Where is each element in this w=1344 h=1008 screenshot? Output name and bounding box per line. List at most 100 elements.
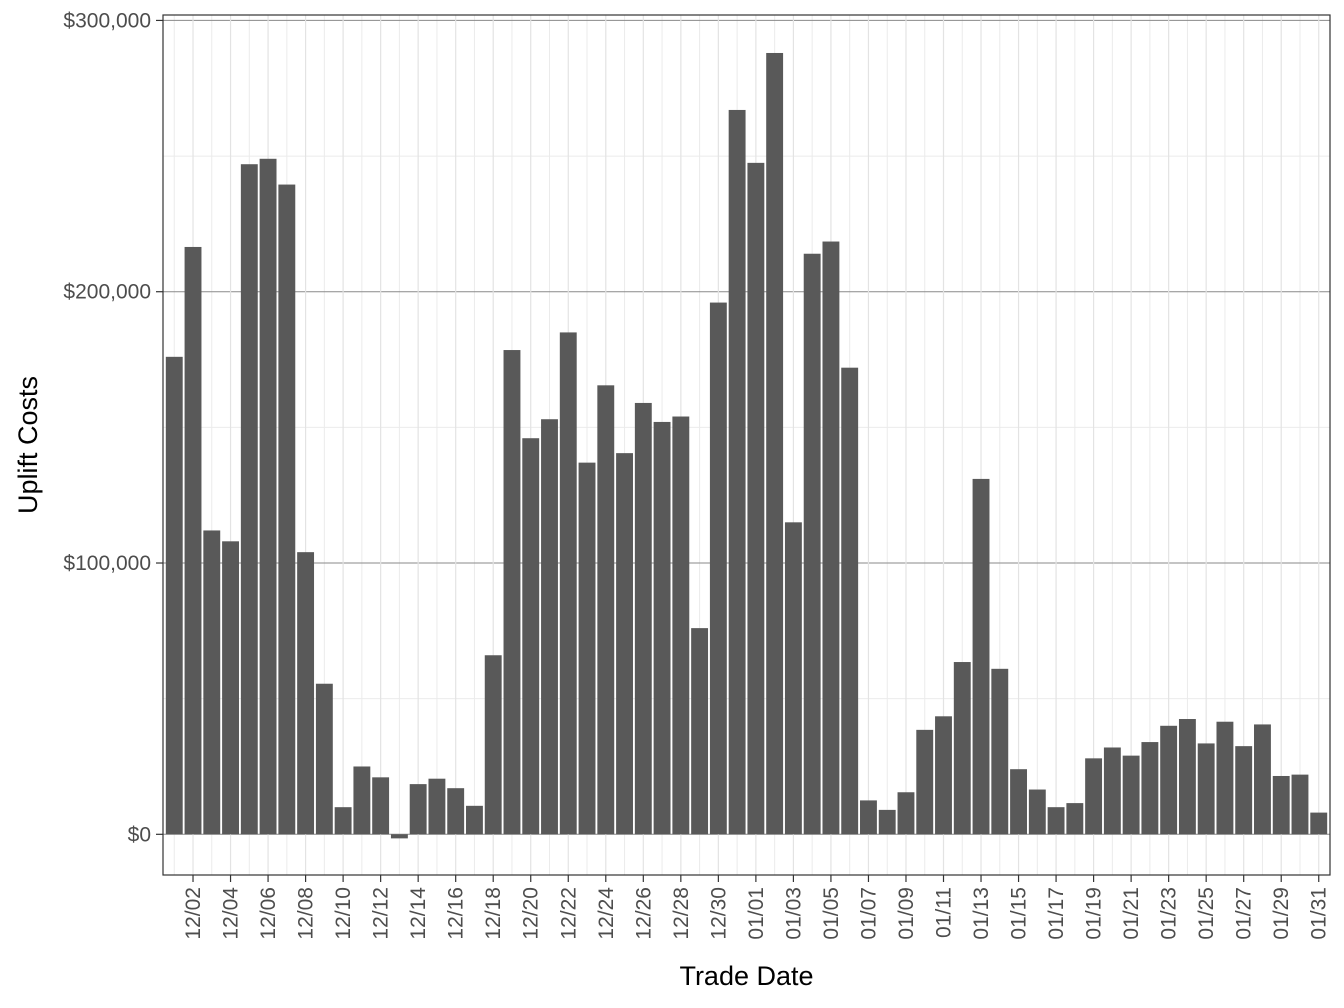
x-tick-label: 12/02	[182, 887, 205, 940]
y-tick-label: $200,000	[63, 281, 151, 304]
x-tick-label: 01/19	[1083, 887, 1106, 940]
bar-12-12: 12/12	[372, 777, 390, 835]
x-tick-label: 12/28	[670, 887, 693, 940]
bar-12-24: 12/24	[597, 385, 615, 835]
bar-01-28: 01/28	[1254, 724, 1271, 835]
bar-01-17: 01/17	[1047, 807, 1065, 835]
bar-01-19: 01/19	[1085, 758, 1103, 835]
bar-01-22: 01/22	[1141, 742, 1159, 835]
bar-12-06: 12/06	[259, 158, 277, 835]
y-tick-label: $0	[128, 823, 151, 846]
bar-01-29: 01/29	[1272, 775, 1290, 835]
bar-01-15: 01/15	[1010, 769, 1027, 835]
plot-panel: 12/0112/0212/0312/0412/0512/0612/0712/08…	[162, 14, 1331, 876]
bar-01-07: 01/07	[860, 800, 877, 835]
x-tick-label: 01/05	[820, 887, 843, 940]
bars: 12/0112/0212/0312/0412/0512/0612/0712/08…	[165, 52, 1328, 839]
x-tick-label: 12/04	[220, 887, 243, 940]
x-tick-label: 12/22	[557, 887, 580, 940]
y-tick-label: $100,000	[63, 552, 151, 575]
x-tick-label: 01/29	[1270, 887, 1293, 940]
x-tick-label: 12/12	[370, 887, 393, 940]
x-tick-label: 12/24	[595, 887, 618, 940]
bar-12-20: 12/20	[522, 438, 540, 835]
bar-12-01: 12/01	[165, 356, 183, 835]
x-tick-label: 01/01	[745, 887, 768, 940]
bar-01-02: 01/02	[766, 52, 784, 835]
bar-12-09: 12/09	[315, 683, 333, 835]
x-tick-label: 12/26	[632, 887, 655, 940]
bar-12-14: 12/14	[409, 784, 427, 835]
bar-01-23: 01/23	[1160, 725, 1178, 835]
bar-12-07: 12/07	[278, 184, 296, 835]
bar-12-13: 12/13	[390, 834, 408, 839]
x-tick-label: 12/16	[445, 887, 468, 940]
x-tick-label: 12/10	[332, 887, 355, 940]
x-tick-label: 12/14	[407, 887, 430, 940]
y-tick-label: $300,000	[63, 9, 151, 32]
x-tick-label: 01/21	[1120, 887, 1143, 940]
bar-01-06: 01/06	[841, 367, 859, 835]
x-tick-label: 01/09	[895, 887, 918, 940]
bar-12-25: 12/25	[616, 453, 633, 835]
bar-01-21: 01/21	[1122, 755, 1140, 835]
bar-12-23: 12/23	[578, 462, 596, 835]
bar-01-24: 01/24	[1178, 719, 1196, 835]
bar-12-27: 12/27	[653, 421, 671, 835]
bar-01-16: 01/16	[1028, 789, 1046, 835]
bar-12-31: 12/31	[728, 109, 746, 835]
bar-01-30: 01/30	[1291, 774, 1309, 835]
panel-border	[162, 14, 1331, 876]
bar-12-15: 12/15	[428, 778, 446, 835]
x-tick-label: 01/31	[1308, 887, 1331, 940]
x-tick-label: 12/18	[482, 887, 505, 940]
bar-12-26: 12/26	[634, 402, 652, 835]
bar-12-28: 12/28	[672, 416, 690, 835]
y-axis-title: Uplift Costs	[13, 376, 43, 514]
bar-01-01: 01/01	[747, 162, 765, 835]
bar-12-04: 12/04	[222, 541, 239, 835]
bar-12-17: 12/17	[466, 805, 483, 835]
x-tick-label: 12/06	[257, 887, 280, 940]
bar-12-11: 12/11	[353, 766, 371, 835]
bar-01-12: 01/12	[953, 662, 971, 835]
bar-12-08: 12/08	[297, 552, 315, 835]
bar-01-31: 01/31	[1310, 812, 1328, 835]
x-axis: 12/02 12/04 12/06 12/08 12/10 12/12 12/14 12/16…	[182, 875, 1331, 940]
bar-01-25: 01/25	[1197, 743, 1215, 835]
y-axis: $0 $100,000 $200,000 $300,000	[63, 9, 163, 846]
x-tick-label: 01/11	[933, 887, 956, 938]
bar-12-05: 12/05	[240, 164, 258, 835]
bar-12-16: 12/16	[447, 788, 465, 835]
x-tick-label: 01/27	[1233, 887, 1256, 940]
bar-12-21: 12/21	[541, 419, 558, 835]
bar-01-13: 01/13	[972, 478, 990, 835]
bar-12-10: 12/10	[334, 807, 352, 835]
x-tick-label: 01/17	[1045, 887, 1068, 940]
bar-01-11: 01/11	[935, 716, 952, 835]
bar-01-04: 01/04	[803, 253, 821, 835]
x-axis-title: Trade Date	[679, 961, 813, 991]
bar-01-08: 01/08	[878, 809, 896, 835]
x-tick-label: 01/25	[1195, 887, 1218, 940]
x-tick-label: 12/20	[520, 887, 543, 940]
bar-12-19: 12/19	[503, 350, 521, 835]
bar-01-09: 01/09	[897, 792, 915, 835]
x-tick-label: 01/15	[1008, 887, 1031, 940]
bar-01-05: 01/05	[822, 241, 840, 835]
bar-12-02: 12/02	[184, 246, 202, 835]
bar-01-14: 01/14	[991, 668, 1009, 835]
bar-12-03: 12/03	[203, 530, 221, 835]
x-tick-label: 01/07	[857, 887, 880, 940]
bar-01-18: 01/18	[1066, 803, 1084, 835]
bar-12-29: 12/29	[691, 628, 709, 835]
bar-01-03: 01/03	[784, 522, 802, 835]
panel-background	[163, 15, 1330, 875]
bar-12-22: 12/22	[559, 332, 577, 835]
bar-01-20: 01/20	[1103, 747, 1121, 835]
bar-12-30: 12/30	[709, 302, 727, 835]
bar-12-18: 12/18	[484, 655, 502, 835]
x-tick-label: 12/30	[707, 887, 730, 940]
x-tick-label: 12/08	[295, 887, 318, 940]
